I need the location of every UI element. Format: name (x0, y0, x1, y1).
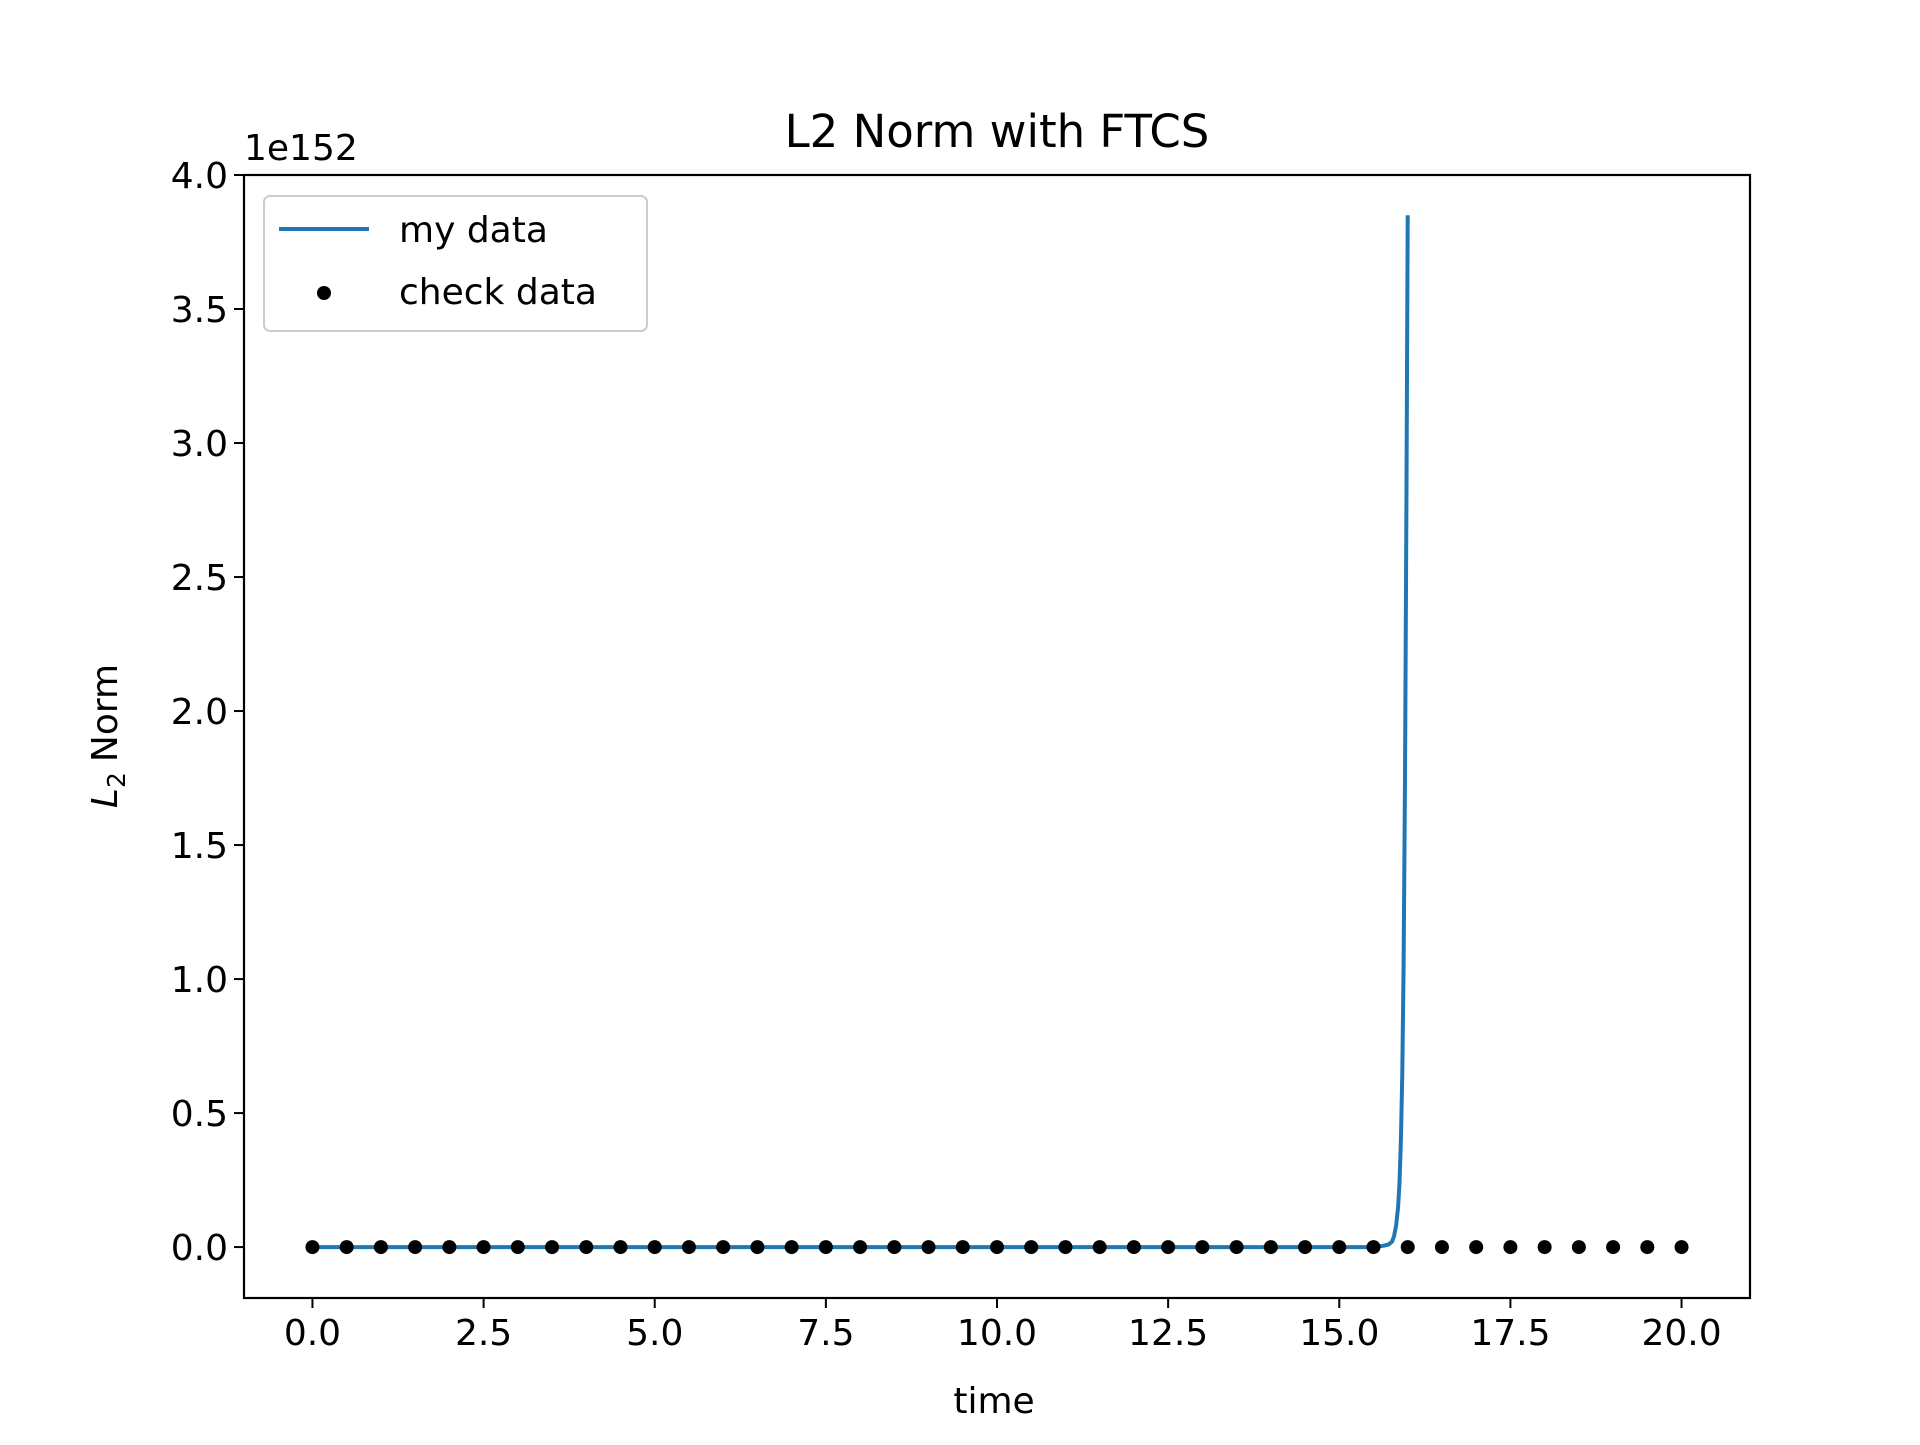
y-tick-label: 2.5 (171, 558, 228, 599)
check-data-point (613, 1240, 628, 1255)
legend-label-check-data: check data (399, 272, 597, 313)
check-data-point (921, 1240, 936, 1255)
check-data-point (887, 1240, 902, 1255)
check-data-point (1400, 1240, 1415, 1255)
check-data-point (750, 1240, 765, 1255)
y-axis-label-main: L (85, 788, 126, 808)
y-axis-ticks: 0.0 0.5 1.0 1.5 2.0 2.5 3.0 3.5 4.0 (171, 156, 244, 1269)
legend-marker-check-data (317, 286, 331, 300)
check-data-point (408, 1240, 423, 1255)
check-data-point (545, 1240, 560, 1255)
check-data-point (1229, 1240, 1244, 1255)
y-tick-label: 3.5 (171, 290, 228, 331)
check-data-point (1298, 1240, 1313, 1255)
check-data-point (1537, 1240, 1552, 1255)
check-data-point (955, 1240, 970, 1255)
check-data-point (373, 1240, 388, 1255)
check-data-point (1024, 1240, 1039, 1255)
y-offset-label: 1e152 (244, 128, 358, 169)
check-data-point (579, 1240, 594, 1255)
check-data-point (1503, 1240, 1518, 1255)
check-data-point (1674, 1240, 1689, 1255)
y-tick-label: 3.0 (171, 424, 228, 465)
x-axis-ticks: 0.0 2.5 5.0 7.5 10.0 12.5 15.0 17.5 20.0 (284, 1298, 1722, 1354)
y-tick-label: 4.0 (171, 156, 228, 197)
y-axis-label-suffix: Norm (85, 664, 126, 762)
x-axis-label: time (953, 1381, 1034, 1422)
check-data-point (647, 1240, 662, 1255)
x-tick-label: 10.0 (957, 1313, 1037, 1354)
x-tick-label: 20.0 (1641, 1313, 1721, 1354)
x-tick-label: 17.5 (1470, 1313, 1550, 1354)
check-data-point (853, 1240, 868, 1255)
y-tick-label: 0.0 (171, 1228, 228, 1269)
y-tick-label: 1.5 (171, 826, 228, 867)
x-tick-label: 2.5 (455, 1313, 512, 1354)
y-tick-label: 1.0 (171, 960, 228, 1001)
check-data-point (305, 1240, 320, 1255)
axes: 0.0 2.5 5.0 7.5 10.0 12.5 15.0 17.5 20.0 0.0 0.5 1… (171, 156, 1752, 1354)
check-data-point (1469, 1240, 1484, 1255)
check-data-point (681, 1240, 696, 1255)
check-data-point (1640, 1240, 1655, 1255)
y-axis-label-subscript: 2 (102, 772, 131, 788)
x-tick-label: 15.0 (1299, 1313, 1379, 1354)
check-data-point (1195, 1240, 1210, 1255)
x-tick-label: 7.5 (797, 1313, 854, 1354)
check-data-point (1332, 1240, 1347, 1255)
check-data-point (1434, 1240, 1449, 1255)
check-data-point (1126, 1240, 1141, 1255)
check-data-point (1606, 1240, 1621, 1255)
y-tick-label: 0.5 (171, 1094, 228, 1135)
check-data-point (1092, 1240, 1107, 1255)
legend-label-my-data: my data (399, 210, 548, 251)
check-data-point (1058, 1240, 1073, 1255)
check-data-point (784, 1240, 799, 1255)
legend: my data check data (263, 195, 648, 332)
check-data-point (716, 1240, 731, 1255)
x-tick-label: 12.5 (1128, 1313, 1208, 1354)
check-data-point (1161, 1240, 1176, 1255)
y-tick-label: 2.0 (171, 692, 228, 733)
check-data-point (818, 1240, 833, 1255)
check-data-point (476, 1240, 491, 1255)
check-data-point (990, 1240, 1004, 1255)
check-data-point (510, 1240, 525, 1255)
plot-area (305, 215, 1689, 1255)
check-data-point (442, 1240, 457, 1255)
y-axis-label: L2 Norm (85, 664, 131, 808)
chart-title: L2 Norm with FTCS (785, 105, 1210, 158)
check-data-point (1263, 1240, 1278, 1255)
check-data-point (1366, 1240, 1381, 1255)
check-data-point (1571, 1240, 1586, 1255)
x-tick-label: 0.0 (284, 1313, 341, 1354)
check-data-point (339, 1240, 354, 1255)
x-tick-label: 5.0 (626, 1313, 683, 1354)
